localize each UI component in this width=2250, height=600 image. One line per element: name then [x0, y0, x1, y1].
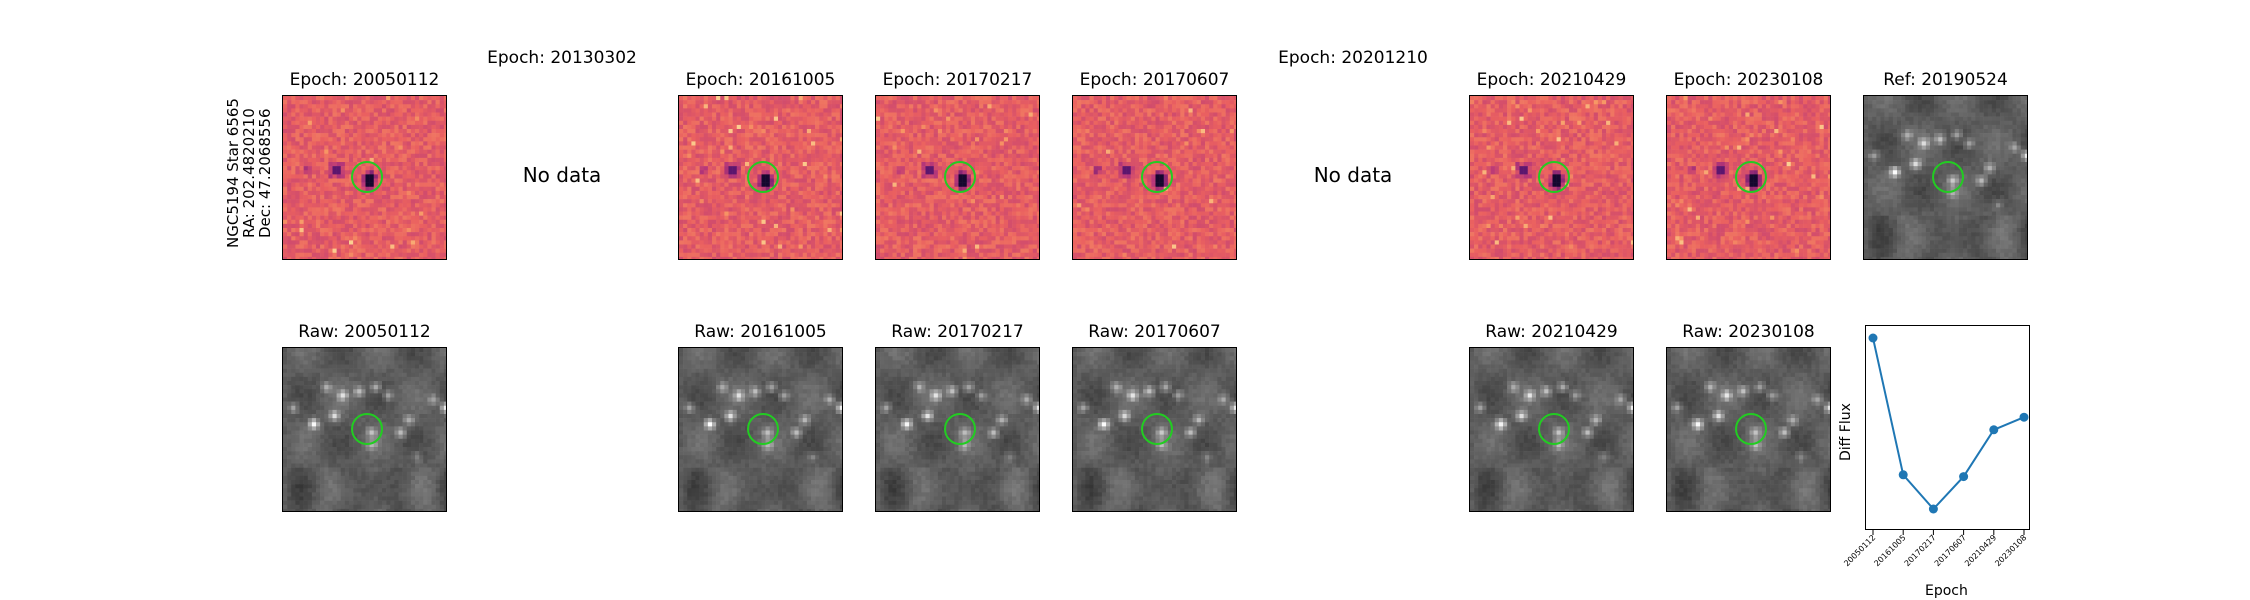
difference-image — [679, 96, 842, 259]
epoch-panel — [1072, 95, 1237, 260]
target-circle — [351, 161, 383, 193]
lightcurve-svg: 2005011220161005201702172017060720210429… — [1842, 333, 2029, 568]
epoch-panel — [282, 95, 447, 260]
data-point — [1959, 472, 1969, 482]
target-circle — [944, 161, 976, 193]
raw-panel — [1666, 347, 1831, 512]
epoch-panel — [1863, 95, 2028, 260]
target-circle — [1735, 161, 1767, 193]
difference-image — [1470, 96, 1633, 259]
difference-image — [283, 96, 446, 259]
data-point — [2019, 412, 2029, 422]
panel-title: Epoch: 20130302 — [462, 48, 662, 68]
panel-title: Ref: 20190524 — [1863, 70, 2028, 90]
series-line — [1872, 337, 2025, 511]
raw-image — [1667, 348, 1830, 511]
raw-image — [679, 348, 842, 511]
raw-panel — [1072, 347, 1237, 512]
raw-panel — [678, 347, 843, 512]
panel-title: Epoch: 20230108 — [1666, 70, 1831, 90]
panel-title: Epoch: 20201210 — [1253, 48, 1453, 68]
raw-panel-title: Raw: 20170217 — [875, 322, 1040, 342]
y-axis-label: Diff Flux — [1838, 403, 1854, 461]
epoch-panel — [1469, 95, 1634, 260]
raw-panel-title: Raw: 20161005 — [678, 322, 843, 342]
raw-image — [1073, 348, 1236, 511]
epoch-panel — [1666, 95, 1831, 260]
x-tick-label: 20161005 — [1872, 533, 1907, 568]
x-tick-label: 20170217 — [1903, 533, 1938, 568]
target-circle — [1932, 161, 1964, 193]
target-circle — [944, 413, 976, 445]
difference-image — [1073, 96, 1236, 259]
x-tick-label: 20210429 — [1963, 533, 1998, 568]
target-circle — [747, 413, 779, 445]
target-circle — [1538, 161, 1570, 193]
epoch-panel — [875, 95, 1040, 260]
raw-image — [283, 348, 446, 511]
raw-panel — [282, 347, 447, 512]
raw-panel-title: Raw: 20050112 — [282, 322, 447, 342]
raw-panel — [875, 347, 1040, 512]
panel-title: Epoch: 20210429 — [1469, 70, 1634, 90]
data-point — [1928, 504, 1938, 514]
epoch-panel — [678, 95, 843, 260]
target-circle — [1141, 413, 1173, 445]
target-circle — [1735, 413, 1767, 445]
raw-panel-title: Raw: 20170607 — [1072, 322, 1237, 342]
x-tick-label: 20170607 — [1933, 533, 1968, 568]
difference-image — [1667, 96, 1830, 259]
raw-image — [1470, 348, 1633, 511]
target-circle — [1538, 413, 1570, 445]
raw-image — [876, 348, 1039, 511]
target-circle — [1141, 161, 1173, 193]
raw-panel-title: Raw: 20210429 — [1469, 322, 1634, 342]
no-data-message: No data — [1253, 163, 1453, 187]
target-circle — [351, 413, 383, 445]
dec-label: Dec: 47.2068556 — [256, 108, 274, 238]
data-point — [1868, 333, 1878, 343]
raw-panel — [1469, 347, 1634, 512]
data-point — [1989, 425, 1999, 435]
plot-frame: 20050112 20161005 20170217 20170607 20210429… — [1842, 325, 2030, 568]
x-axis-label: Epoch — [1925, 583, 1968, 599]
target-circle — [747, 161, 779, 193]
x-tick-label: 20230108 — [1993, 533, 2028, 568]
no-data-message: No data — [462, 163, 662, 187]
data-point — [1898, 470, 1908, 480]
panel-title: Epoch: 20170607 — [1072, 70, 1237, 90]
panel-title: Epoch: 20161005 — [678, 70, 843, 90]
difference-image — [876, 96, 1039, 259]
raw-image — [1864, 96, 2027, 259]
panel-title: Epoch: 20170217 — [875, 70, 1040, 90]
panel-title: Epoch: 20050112 — [282, 70, 447, 90]
raw-panel-title: Raw: 20230108 — [1666, 322, 1831, 342]
